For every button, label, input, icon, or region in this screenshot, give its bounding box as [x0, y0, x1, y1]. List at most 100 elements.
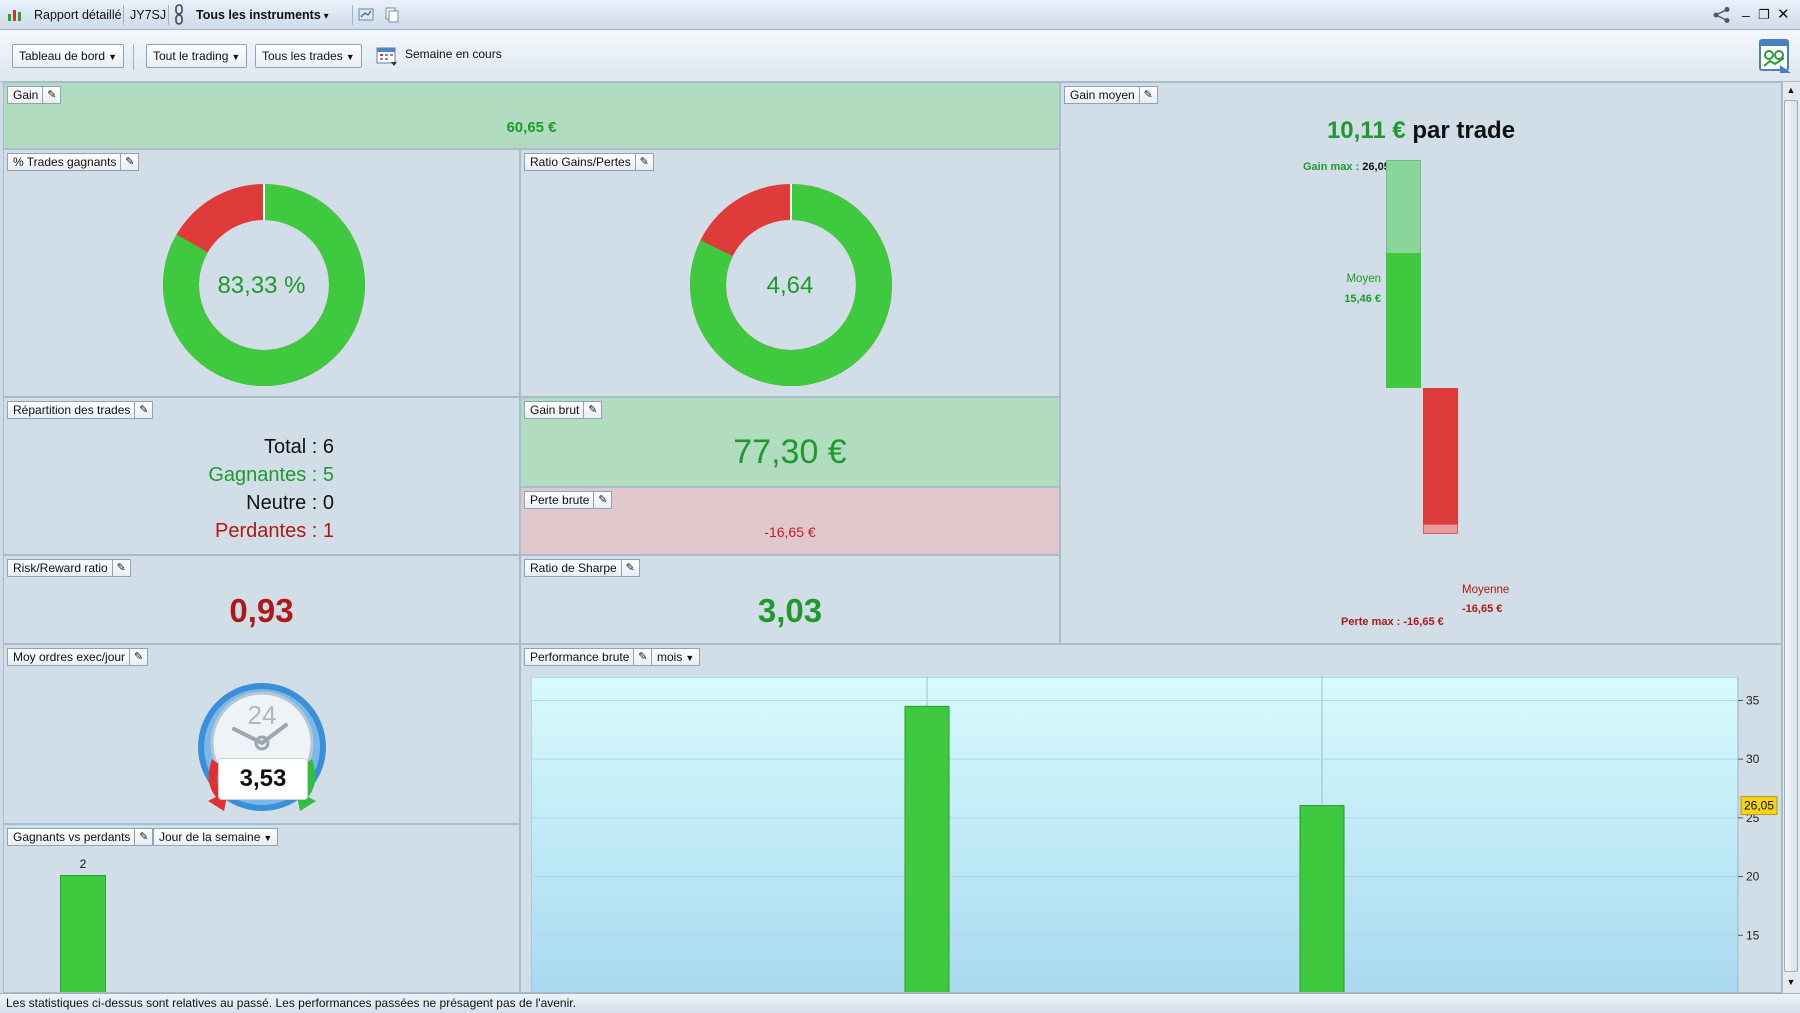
gross-loss-value: -16,65 € [764, 524, 816, 540]
neutral-trades: Neutre : 0 [246, 492, 334, 514]
sharpe-ratio-value: 3,03 [757, 592, 823, 629]
gross-gain-panel-title[interactable]: Gain brut ✎ [524, 401, 603, 419]
weekday-dropdown[interactable]: Jour de la semaine ▼ [153, 828, 279, 846]
winners-vs-losers-panel-title[interactable]: Gagnants vs perdants ✎ [7, 828, 154, 846]
app-chart-icon [6, 0, 24, 30]
win-percentage-panel-title[interactable]: % Trades gagnants ✎ [7, 153, 140, 171]
link-icon[interactable] [173, 0, 185, 30]
gain-loss-ratio-value: 4,64 [766, 272, 814, 299]
performance-bar [1299, 805, 1345, 992]
performance-bar [904, 705, 950, 992]
pin-icon[interactable]: ✎ [134, 401, 152, 419]
win-percentage-value: 83,33 % [217, 272, 306, 299]
risk-reward-panel-title[interactable]: Risk/Reward ratio ✎ [7, 559, 131, 577]
pin-icon[interactable]: ✎ [111, 559, 130, 577]
chevron-down-icon: ▼ [108, 52, 117, 62]
gross-performance-panel-title[interactable]: Performance brute ✎ [524, 648, 653, 666]
share-icon[interactable] [1712, 0, 1732, 30]
avg-gain-headline: 10,11 € par trade [1061, 117, 1781, 145]
scroll-up-icon[interactable]: ▲ [1786, 85, 1796, 95]
copy-icon[interactable] [384, 0, 400, 30]
loss-max-bar [1423, 523, 1458, 534]
gross-gain-panel: Gain brut ✎ 77,30 € [520, 397, 1060, 487]
month-dropdown[interactable]: mois ▼ [651, 648, 701, 666]
y-tick-label: 35 [1746, 693, 1760, 707]
gain-average-value: 15,46 € [1344, 293, 1381, 305]
dashboard-dropdown[interactable]: Tableau de bord ▼ [12, 44, 124, 68]
chart-link-icon[interactable] [358, 0, 374, 30]
avg-gain-panel: Gain moyen ✎ 10,11 € par trade Gain max :… [1060, 82, 1782, 644]
win-percentage-panel: % Trades gagnants ✎ 83,33 % [3, 149, 520, 397]
gain-loss-ratio-panel-title[interactable]: Ratio Gains/Pertes ✎ [524, 153, 654, 171]
y-tick-label: 20 [1746, 870, 1760, 884]
all-trades-dropdown[interactable]: Tous les trades ▼ [255, 44, 362, 68]
chevron-down-icon: ▼ [231, 52, 241, 62]
sharpe-ratio-panel-title[interactable]: Ratio de Sharpe ✎ [524, 559, 640, 577]
report-settings-icon[interactable] [1758, 38, 1792, 74]
total-trades: Total : 6 [263, 436, 334, 458]
sharpe-ratio-panel: Ratio de Sharpe ✎ 3,03 [520, 555, 1060, 644]
chevron-down-icon: ▼ [685, 653, 695, 663]
period-label[interactable]: Semaine en cours [405, 47, 502, 61]
risk-reward-panel: Risk/Reward ratio ✎ 0,93 [3, 555, 520, 644]
y-tick-label: 15 [1746, 928, 1760, 942]
scrollbar-thumb[interactable] [1784, 100, 1798, 972]
trade-distribution-panel: Répartition des trades ✎ Total : 6 Gagnan… [3, 397, 520, 555]
gain-max-caption: Gain max : 26,05 € [1303, 161, 1399, 173]
plot-area [531, 677, 1739, 992]
trade-distribution-panel-title[interactable]: Répartition des trades ✎ [7, 401, 154, 419]
gain-panel-title[interactable]: Gain ✎ [7, 86, 62, 104]
loss-average-value: -16,65 € [1462, 603, 1503, 615]
pin-icon[interactable]: ✎ [620, 559, 639, 577]
bar-value-label: 2 [79, 857, 87, 871]
chevron-down-icon: ▼ [263, 833, 273, 843]
title-bar: Rapport détaillé JY7SJ Tous les instrume… [0, 0, 1800, 30]
winners-vs-losers-panel: Gagnants vs perdants ✎ Jour de la semaine… [3, 824, 520, 993]
avg-gain-panel-title[interactable]: Gain moyen ✎ [1064, 86, 1158, 104]
pin-icon[interactable]: ✎ [593, 491, 611, 509]
pin-icon[interactable]: ✎ [583, 401, 601, 419]
pin-icon[interactable]: ✎ [129, 648, 147, 666]
account-label[interactable]: JY7SJ [130, 8, 167, 22]
gain-loss-ratio-donut [690, 184, 892, 386]
gross-gain-value: 77,30 € [733, 433, 847, 471]
loss-average-bar [1423, 388, 1458, 534]
pin-icon[interactable]: ✎ [134, 828, 152, 846]
highlight-value-label: 26,05 [1744, 799, 1774, 813]
toolbar: Tableau de bord ▼ Tout le trading ▼ Tous l… [0, 30, 1800, 82]
gross-loss-panel: Perte brute ✎ -16,65 € [520, 487, 1060, 555]
gross-performance-panel: Performance brute ✎ mois ▼ 15 20 25 30 35 26,0… [520, 644, 1782, 993]
avg-gain-value: 10,11 € [1326, 117, 1406, 144]
highlight-value-box [1740, 796, 1778, 816]
gain-loss-ratio-panel: Ratio Gains/Pertes ✎ 4,64 [520, 149, 1060, 397]
pin-icon[interactable]: ✎ [42, 86, 60, 104]
losing-trades: Perdantes : 1 [215, 520, 334, 542]
gain-average-label: Moyen [1346, 273, 1381, 285]
pin-icon[interactable]: ✎ [634, 153, 653, 171]
all-trading-dropdown[interactable]: Tout le trading ▼ [146, 44, 248, 68]
gain-average-bar [1386, 252, 1421, 388]
report-title[interactable]: Rapport détaillé [34, 8, 122, 22]
pin-icon[interactable]: ✎ [120, 153, 138, 171]
trade-distribution-list: Total : 6 Gagnantes : 5 Neutre : 0 Perda… [4, 433, 334, 545]
status-bar: Les statistiques ci-dessus sont relative… [0, 993, 1800, 1013]
orders-per-day-panel: Moy ordres exec/jour ✎ 24 3,53 [3, 644, 520, 824]
gain-panel: Gain ✎ 60,65 € [3, 82, 1060, 149]
orders-per-day-panel-title[interactable]: Moy ordres exec/jour ✎ [7, 648, 149, 666]
gain-value: 60,65 € [506, 119, 557, 136]
pin-icon[interactable]: ✎ [633, 648, 651, 666]
scroll-down-icon[interactable]: ▼ [1786, 977, 1796, 987]
minimize-icon[interactable]: – [1742, 7, 1750, 23]
gross-loss-panel-title[interactable]: Perte brute ✎ [524, 491, 613, 509]
clock-label: 24 [248, 700, 277, 730]
instruments-dropdown[interactable]: Tous les instruments [196, 0, 329, 30]
restore-icon[interactable]: ❐ [1758, 7, 1770, 22]
calendar-icon[interactable] [376, 45, 400, 67]
loss-average-label: Moyenne [1462, 584, 1510, 596]
pin-icon[interactable]: ✎ [1138, 86, 1157, 104]
orders-per-day-value: 3,53 [218, 758, 308, 800]
winning-trades: Gagnantes : 5 [208, 464, 334, 486]
close-icon[interactable]: ✕ [1777, 6, 1790, 23]
y-tick-label: 30 [1746, 752, 1760, 766]
